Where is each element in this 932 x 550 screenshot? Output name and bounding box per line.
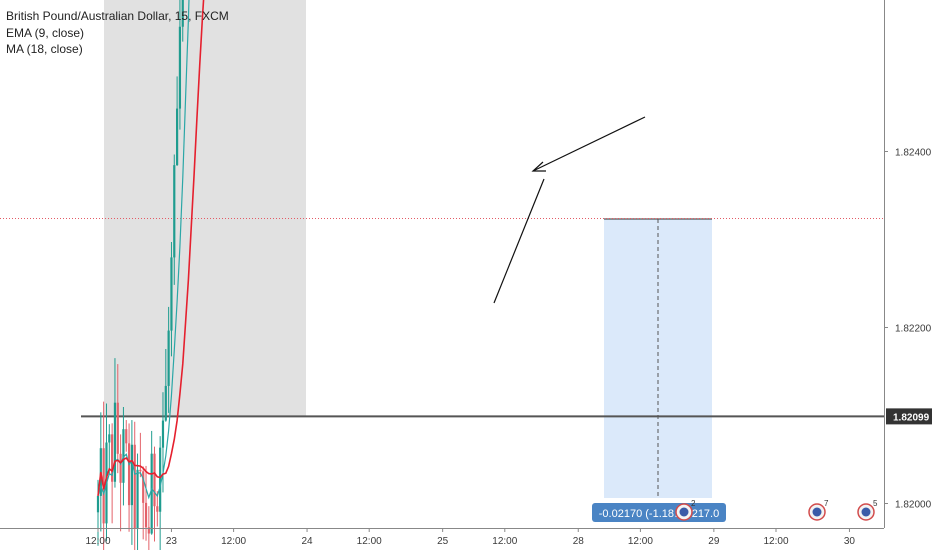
candle-body [153,453,156,507]
arrow-head [531,161,546,172]
candle-body [125,429,128,444]
shaded-zones [104,0,306,416]
candle-body [111,434,114,482]
event-count: 2 [691,499,696,508]
legend-ema: EMA (9, close) [6,26,84,40]
legend-title: British Pound/Australian Dollar, 15, FXC… [6,9,229,23]
candle-body [150,453,153,534]
price-tick-label: 1.82000 [895,500,932,511]
event-count: 7 [824,499,829,508]
ema-9-line [97,0,190,500]
candle-body [133,444,136,529]
candle-body [147,527,150,534]
economic-event-marker[interactable]: 7 [808,499,829,521]
candle-body [161,420,165,448]
candle-body [159,447,162,512]
event-markers[interactable]: 2 7 5 [675,499,878,521]
event-flag-inner [679,507,689,517]
event-flag-inner [861,507,871,517]
ma-18-line [97,0,205,496]
candle-body [142,471,145,503]
candle-body [181,0,184,27]
legend-ma: MA (18, close) [6,42,83,56]
measure-label-bg [592,503,726,522]
arrow-shaft[interactable] [532,116,646,172]
candle-body [96,495,100,513]
candle-body [167,330,170,386]
economic-event-marker[interactable]: 2 [675,499,696,521]
candle-body [156,506,159,512]
time-tick-label: 12:00 [221,536,246,547]
measure-label: -0.02170 (-1.18… -217.0 [592,503,726,522]
candle-body [173,165,176,258]
time-tick-label: 12:00 [763,536,788,547]
candle-body [164,385,167,421]
candle-body [127,443,131,506]
candle-body [176,108,179,166]
time-tick-label: 12:00 [357,536,382,547]
time-tick-label: 28 [573,536,585,547]
time-tick-label: 29 [708,536,720,547]
candle-body [113,402,117,482]
event-flag-inner [812,507,822,517]
time-tick-label: 12:00 [492,536,517,547]
price-tick-label: 1.82400 [895,148,932,159]
candle-body [130,444,133,506]
price-tick-label: 1.82200 [895,324,932,335]
event-count: 5 [873,499,878,508]
time-tick-label: 12:00 [628,536,653,547]
time-tick-label: 25 [437,536,449,547]
horizontal-levels[interactable] [0,0,884,418]
chart-legend: British Pound/Australian Dollar, 15, FXC… [6,9,229,56]
economic-event-marker[interactable]: 5 [857,499,878,521]
lower-demand-zone [104,0,306,416]
candle-body [139,469,142,472]
measure-label-text: -0.02170 (-1.18… -217.0 [599,508,719,520]
time-tick-label: 30 [844,536,856,547]
candle-body [108,434,111,443]
candle-body [170,257,173,331]
time-tick-label: 23 [166,536,178,547]
measure-tool[interactable] [604,218,712,498]
candle-body [116,402,119,454]
level-price-badge-bg [886,408,932,425]
candle-body [144,502,148,528]
candle-body [178,26,182,109]
trend-drawings[interactable] [493,116,646,304]
time-tick-label: 12:00 [85,536,110,547]
time-tick-label: 24 [301,536,313,547]
price-axis[interactable]: 1.850001.848001.846001.844001.842001.840… [884,0,932,528]
candle-body [136,469,139,529]
level-price-badge: 1.82099 [893,412,930,423]
measure-box [604,219,712,498]
rising-trendline[interactable] [493,178,545,304]
candle-body [119,453,122,483]
candle-body [122,429,125,483]
time-axis[interactable]: 2212:002312:002412:002512:002812:002912:… [0,528,884,547]
